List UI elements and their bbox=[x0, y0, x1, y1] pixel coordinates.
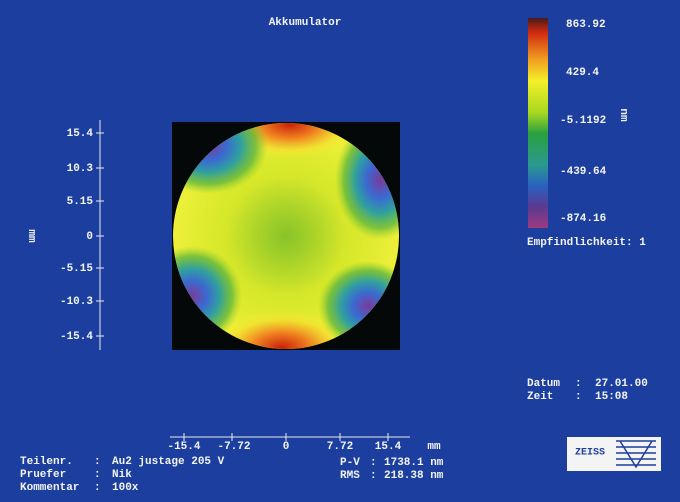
field-value: 27.01.00 bbox=[595, 378, 648, 390]
separator: : bbox=[94, 469, 101, 481]
separator: : bbox=[370, 457, 377, 469]
x-tick-label: -7.72 bbox=[217, 441, 250, 453]
x-tick-label: 7.72 bbox=[327, 441, 353, 453]
colorbar-label: 429.4 bbox=[566, 67, 599, 79]
colorbar-label: -874.16 bbox=[560, 213, 606, 225]
field-value: 100x bbox=[112, 482, 139, 494]
separator: : bbox=[575, 378, 582, 390]
field-label: RMS bbox=[340, 470, 360, 482]
sensitivity: Empfindlichkeit: 1 bbox=[527, 237, 646, 249]
y-unit: mm bbox=[25, 229, 37, 243]
x-ticks bbox=[183, 433, 389, 441]
colorbar-label: 863.92 bbox=[566, 19, 606, 31]
colorbar-label: -5.1192 bbox=[560, 115, 606, 127]
logo-text: ZEISS bbox=[575, 448, 605, 459]
title: Akkumulator bbox=[269, 17, 342, 29]
y-tick-label: 5.15 bbox=[67, 196, 94, 208]
field-label: Teilenr. bbox=[20, 456, 73, 468]
field-label: Datum bbox=[527, 378, 560, 390]
datetime: Datum: 27.01.00 Zeit: 15:08 bbox=[527, 378, 648, 403]
x-tick-label: 0 bbox=[283, 441, 290, 453]
y-tick-label: 15.4 bbox=[67, 128, 94, 140]
colorbar bbox=[528, 18, 548, 228]
logo: ZEISS bbox=[567, 437, 661, 471]
field-value: 218.38 nm bbox=[384, 470, 444, 482]
x-unit: mm bbox=[427, 441, 441, 453]
field-value: Nik bbox=[112, 469, 132, 481]
y-tick-label: 10.3 bbox=[67, 163, 94, 175]
separator: : bbox=[94, 456, 101, 468]
field-value: 1738.1 nm bbox=[384, 457, 444, 469]
y-ticks bbox=[96, 132, 104, 337]
y-tick-label: 0 bbox=[86, 231, 93, 243]
x-tick-label: -15.4 bbox=[167, 441, 200, 453]
separator: : bbox=[575, 391, 582, 403]
field-label: Zeit bbox=[527, 391, 553, 403]
field-label: Kommentar bbox=[20, 482, 79, 494]
y-tick-label: -10.3 bbox=[60, 296, 93, 308]
separator: : bbox=[94, 482, 101, 494]
colorbar-label: -439.64 bbox=[560, 166, 607, 178]
field-value: 15:08 bbox=[595, 391, 628, 403]
info: Teilenr.: Au2 justage 205 V Pruefer: Nik Kom… bbox=[20, 456, 225, 494]
y-tick-label: -5.15 bbox=[60, 263, 93, 275]
field-label: Pruefer bbox=[20, 469, 66, 481]
y-tick-label: -15.4 bbox=[60, 331, 93, 343]
stats: P-V:1738.1 nm RMS:218.38 nm bbox=[340, 457, 444, 482]
separator: : bbox=[370, 470, 377, 482]
x-tick-label: 15.4 bbox=[375, 441, 402, 453]
field-label: P-V bbox=[340, 457, 360, 469]
field-value: Au2 justage 205 V bbox=[112, 456, 225, 468]
colorbar-unit: nm bbox=[617, 108, 629, 122]
